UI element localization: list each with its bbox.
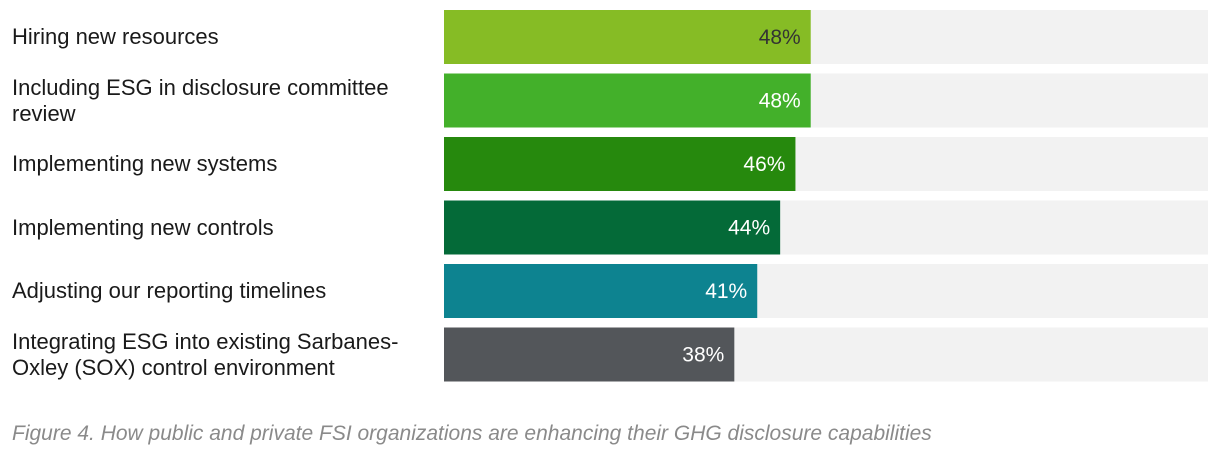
category-label: Including ESG in disclosure committee re…: [12, 74, 389, 126]
bar-value-label: 46%: [743, 153, 785, 176]
figure-caption: Figure 4. How public and private FSI org…: [12, 422, 932, 445]
bar: [444, 137, 796, 191]
category-label: Hiring new resources: [12, 24, 219, 49]
bar-value-label: 44%: [728, 217, 770, 240]
bar: [444, 10, 811, 64]
bar: [444, 200, 781, 255]
bar: [444, 264, 758, 318]
bar-value-label: 48%: [759, 90, 801, 113]
bar-chart: 48% 48% 46% 44% 41% 38%: [444, 10, 1208, 382]
category-label: Adjusting our reporting timelines: [12, 278, 327, 303]
category-label: Integrating ESG into existing Sarbanes-O…: [12, 328, 399, 380]
bar-value-label: 41%: [705, 280, 747, 303]
bar-value-label: 48%: [759, 26, 801, 49]
category-label: Implementing new controls: [12, 214, 274, 240]
bar: [444, 73, 811, 128]
bar: [444, 327, 735, 382]
bar-value-label: 38%: [682, 344, 724, 367]
category-label: Implementing new systems: [12, 151, 278, 176]
